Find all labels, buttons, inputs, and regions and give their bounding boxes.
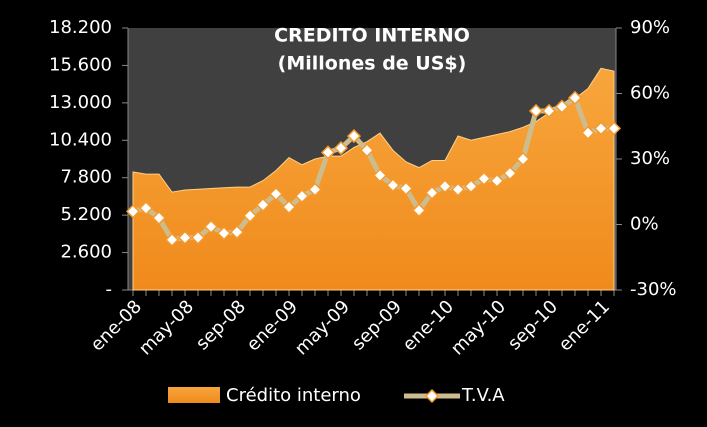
y-tick-label: 2.600 — [60, 242, 112, 263]
marker — [281, 199, 297, 215]
marker — [138, 201, 154, 216]
y2-tick-label: 90% — [630, 17, 670, 38]
marker — [411, 203, 427, 218]
marker — [528, 103, 544, 119]
marker — [177, 230, 193, 245]
chart-title: CREDITO INTERNO — [274, 25, 470, 47]
marker — [463, 179, 479, 194]
y2-tick-label: 0% — [630, 214, 659, 235]
marker — [372, 168, 388, 183]
marker — [320, 145, 336, 160]
marker — [580, 125, 596, 140]
y-tick-label: 7.800 — [60, 167, 112, 188]
y2-tick-label: 30% — [630, 148, 670, 169]
y-tick-label: 18.200 — [49, 17, 112, 38]
legend-label: T.V.A — [461, 385, 505, 406]
marker — [515, 151, 531, 167]
marker — [190, 230, 206, 245]
marker — [541, 103, 557, 119]
y-tick-label: 15.600 — [49, 54, 112, 75]
marker — [450, 182, 466, 197]
legend-label: Crédito interno — [226, 385, 361, 406]
marker — [242, 208, 258, 223]
marker — [554, 99, 570, 114]
marker — [606, 121, 622, 136]
marker — [125, 204, 141, 219]
y2-tick-label: 60% — [630, 83, 670, 104]
chart-subtitle: (Millones de US$) — [278, 53, 467, 75]
marker — [307, 182, 323, 197]
marker — [216, 226, 232, 241]
marker — [489, 173, 505, 188]
marker — [229, 225, 245, 240]
marker — [294, 189, 310, 204]
marker — [346, 129, 362, 144]
marker — [424, 185, 440, 200]
legend-swatch — [168, 387, 220, 403]
marker — [203, 219, 219, 234]
marker — [502, 166, 518, 181]
marker — [476, 171, 492, 186]
marker — [398, 181, 414, 196]
y-tick-label: - — [106, 279, 113, 300]
y-tick-label: 13.000 — [49, 92, 112, 113]
marker — [567, 90, 583, 105]
y-tick-label: 10.400 — [49, 129, 112, 150]
marker — [164, 232, 180, 247]
y2-tick-label: -30% — [630, 279, 677, 300]
marker — [437, 179, 453, 194]
marker — [359, 143, 375, 158]
y-tick-label: 5.200 — [60, 204, 112, 225]
marker — [385, 178, 401, 193]
marker — [151, 210, 167, 226]
marker — [268, 186, 284, 201]
legend-marker — [424, 388, 440, 404]
marker — [333, 141, 349, 156]
marker — [255, 197, 271, 212]
marker — [593, 121, 609, 136]
